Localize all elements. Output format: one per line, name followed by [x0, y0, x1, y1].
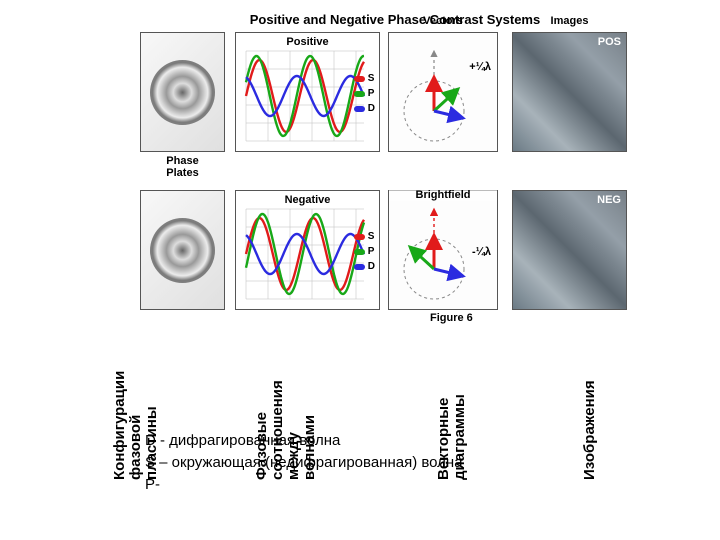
legend-s: S — [368, 229, 375, 244]
wave-panel-pos: Positive S P D — [235, 32, 380, 152]
figure-number: Figure 6 — [430, 312, 473, 324]
image-panel-neg: NEG — [512, 190, 627, 310]
vlabel-c1-a: Конфигурации — [111, 371, 128, 480]
legend-p: P — [368, 244, 375, 259]
wave-panel-neg: Negative S P D — [235, 190, 380, 310]
legend-pos: S P D — [354, 71, 375, 116]
figure-area: Positive and Negative Phase Contrast Sys… — [140, 10, 650, 325]
plate-ring-icon — [150, 218, 215, 283]
footer-text: D - дифрагированная волна S – окружающая… — [145, 430, 463, 496]
vlabel-c1-b: фазовой — [127, 415, 144, 480]
image-panel-pos: POS — [512, 32, 627, 152]
col-label-plates: Phase Plates — [140, 155, 225, 179]
legend-neg: S P D — [354, 229, 375, 274]
footer-line-3: P- — [145, 474, 463, 496]
vector-diagram-pos — [389, 33, 499, 153]
footer-line-1: D - дифрагированная волна — [145, 430, 463, 452]
wave-title-pos: Positive — [236, 36, 379, 48]
wave-title-neg: Negative — [236, 194, 379, 206]
legend-d: D — [368, 101, 375, 116]
vector-panel-pos: +¼λ — [388, 32, 498, 152]
col-label-vectors: Vectors — [388, 15, 498, 27]
plate-ring-icon — [150, 60, 215, 125]
image-tag-pos: POS — [593, 33, 626, 51]
image-tag-neg: NEG — [592, 191, 626, 209]
phase-plate-neg — [140, 190, 225, 310]
phase-plate-pos — [140, 32, 225, 152]
lambda-neg: -¼λ — [472, 246, 491, 258]
footer-line-2: S – окружающая (недифрагированная) волна — [145, 452, 463, 474]
legend-s: S — [368, 71, 375, 86]
legend-p: P — [368, 86, 375, 101]
brightfield-label: Brightfield — [389, 189, 497, 201]
col-label-images: Images — [512, 15, 627, 27]
lambda-pos: +¼λ — [469, 61, 491, 73]
legend-d: D — [368, 259, 375, 274]
vector-panel-neg: Brightfield -¼λ — [388, 190, 498, 310]
vlabel-c4-a: Изображения — [581, 380, 598, 480]
